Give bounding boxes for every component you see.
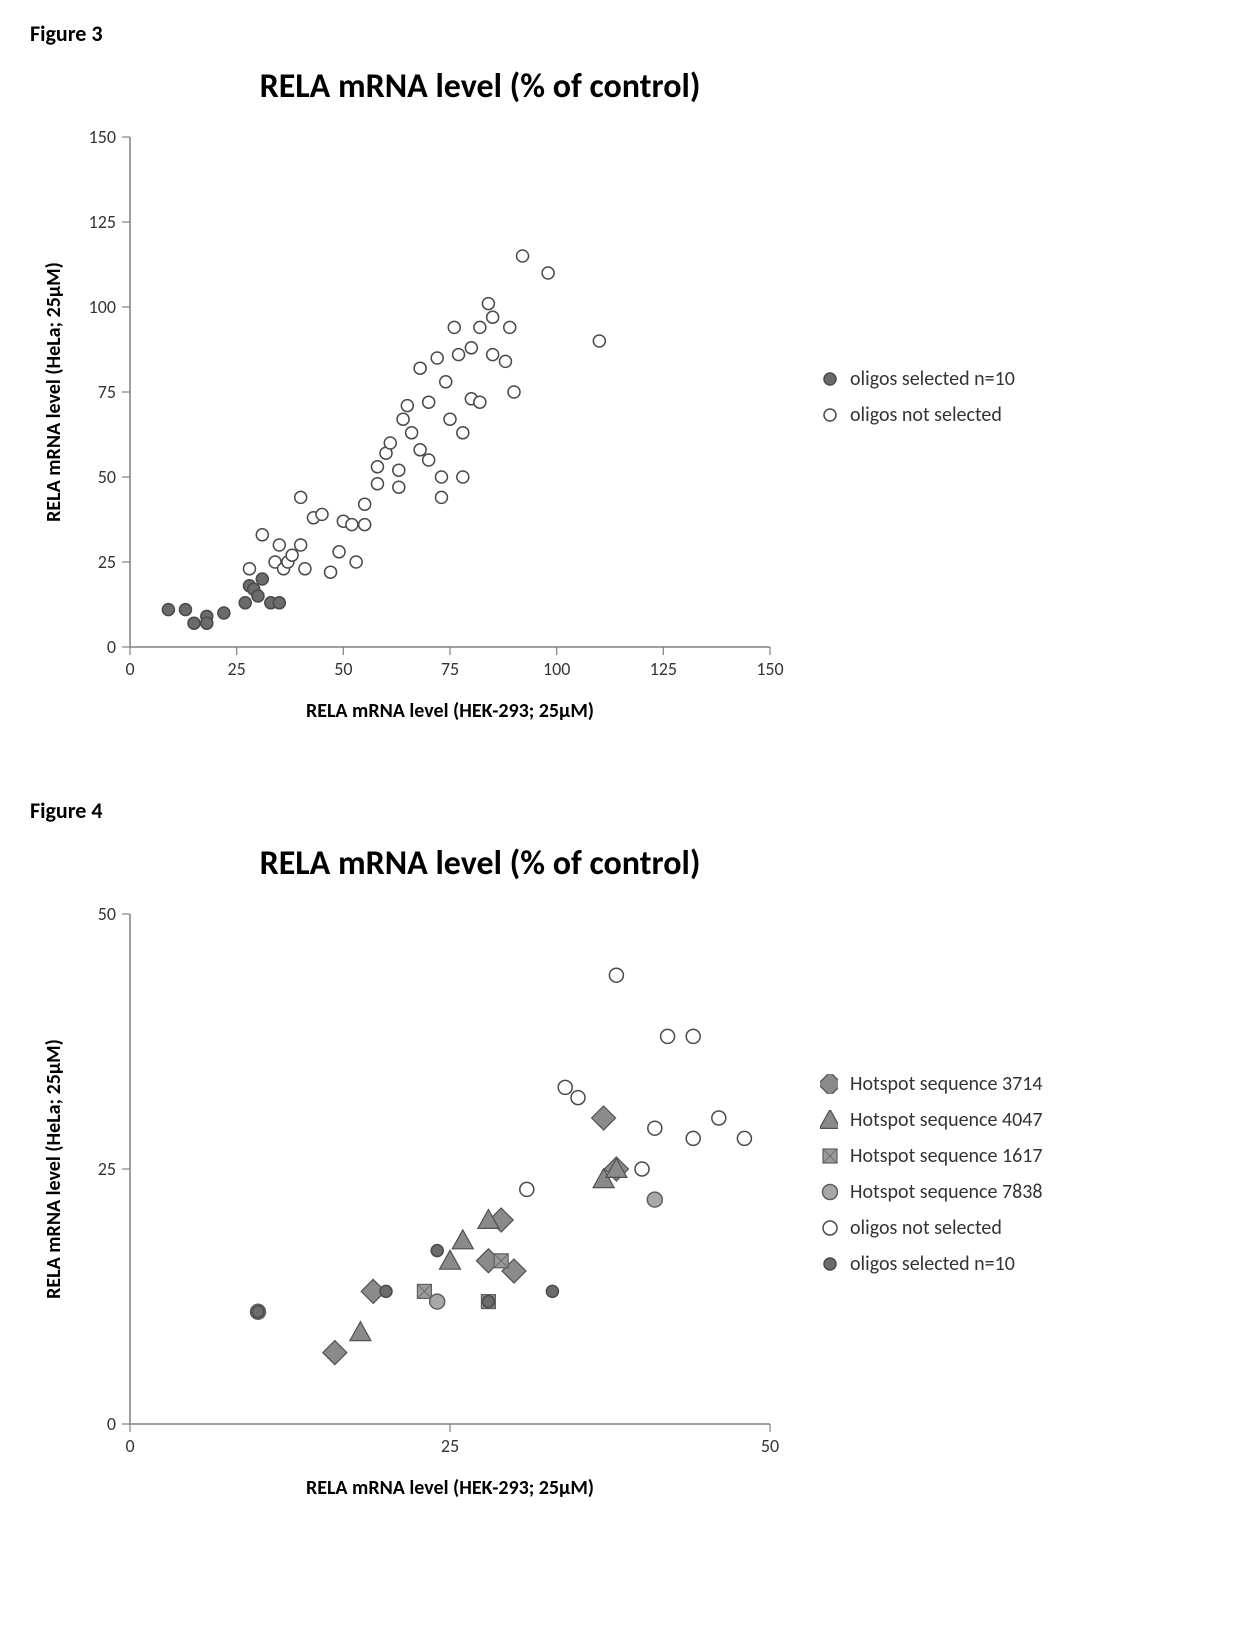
svg-text:25: 25 (441, 1435, 459, 1457)
legend-marker-icon (820, 1075, 838, 1093)
svg-text:0: 0 (107, 636, 116, 658)
legend-marker-icon (820, 370, 838, 388)
legend-marker-icon (820, 1255, 838, 1273)
figure4-chart-wrap: RELA mRNA level (% of control) 0 25 50 0 25 50… (30, 834, 1210, 1514)
legend-marker-icon (820, 1147, 838, 1165)
legend-marker-icon (820, 1111, 838, 1129)
legend-label: oligos not selected (850, 403, 1002, 427)
legend-item: Hotspot sequence 3714 (820, 1072, 1043, 1096)
svg-text:50: 50 (761, 1435, 779, 1457)
svg-text:RELA mRNA level (HEK-293; 25µM: RELA mRNA level (HEK-293; 25µM) (306, 699, 594, 723)
svg-text:RELA mRNA level (HEK-293; 25µM: RELA mRNA level (HEK-293; 25µM) (306, 1476, 594, 1500)
legend-item: oligos not selected (820, 1216, 1043, 1240)
legend-marker-icon (820, 406, 838, 424)
svg-text:100: 100 (89, 296, 116, 318)
figure3-chart: RELA mRNA level (% of control) 0 25 50 75 100… (30, 57, 790, 737)
page-container: Figure 3 RELA mRNA level (% of control) 0… (0, 0, 1240, 1594)
figure4-legend: Hotspot sequence 3714 Hotspot sequence 40… (820, 1060, 1043, 1288)
figure4-chart: RELA mRNA level (% of control) 0 25 50 0 25 50… (30, 834, 790, 1514)
svg-text:25: 25 (228, 658, 246, 680)
legend-marker-icon (820, 1219, 838, 1237)
legend-label: oligos not selected (850, 1216, 1002, 1240)
svg-text:50: 50 (98, 903, 116, 925)
legend-item: oligos selected n=10 (820, 367, 1015, 391)
svg-text:25: 25 (98, 1158, 116, 1180)
svg-text:100: 100 (543, 658, 570, 680)
svg-text:RELA mRNA level (% of control): RELA mRNA level (% of control) (260, 66, 701, 107)
figure4-label: Figure 4 (30, 797, 1210, 824)
legend-item: Hotspot sequence 4047 (820, 1108, 1043, 1132)
svg-text:25: 25 (98, 551, 116, 573)
legend-item: Hotspot sequence 1617 (820, 1144, 1043, 1168)
legend-label: Hotspot sequence 1617 (850, 1144, 1043, 1168)
legend-label: Hotspot sequence 4047 (850, 1108, 1043, 1132)
legend-label: Hotspot sequence 7838 (850, 1180, 1043, 1204)
svg-text:50: 50 (334, 658, 352, 680)
svg-text:125: 125 (650, 658, 677, 680)
legend-marker-icon (820, 1183, 838, 1201)
svg-text:150: 150 (89, 126, 116, 148)
svg-text:0: 0 (125, 658, 134, 680)
svg-text:125: 125 (89, 211, 116, 233)
svg-text:RELA mRNA level (HeLa; 25µM): RELA mRNA level (HeLa; 25µM) (42, 1039, 66, 1299)
figure3-label: Figure 3 (30, 20, 1210, 47)
svg-text:75: 75 (98, 381, 116, 403)
svg-text:150: 150 (756, 658, 783, 680)
svg-text:50: 50 (98, 466, 116, 488)
svg-text:RELA mRNA level (HeLa; 25µM): RELA mRNA level (HeLa; 25µM) (42, 262, 66, 522)
legend-label: oligos selected n=10 (850, 367, 1015, 391)
svg-text:0: 0 (107, 1413, 116, 1435)
svg-text:0: 0 (125, 1435, 134, 1457)
legend-label: Hotspot sequence 3714 (850, 1072, 1043, 1096)
legend-label: oligos selected n=10 (850, 1252, 1015, 1276)
legend-item: oligos not selected (820, 403, 1015, 427)
svg-text:RELA mRNA level (% of control): RELA mRNA level (% of control) (260, 843, 701, 884)
legend-item: oligos selected n=10 (820, 1252, 1043, 1276)
figure3-chart-wrap: RELA mRNA level (% of control) 0 25 50 75 100… (30, 57, 1210, 737)
figure3-legend: oligos selected n=10 oligos not selected (820, 355, 1015, 439)
legend-item: Hotspot sequence 7838 (820, 1180, 1043, 1204)
svg-text:75: 75 (441, 658, 459, 680)
